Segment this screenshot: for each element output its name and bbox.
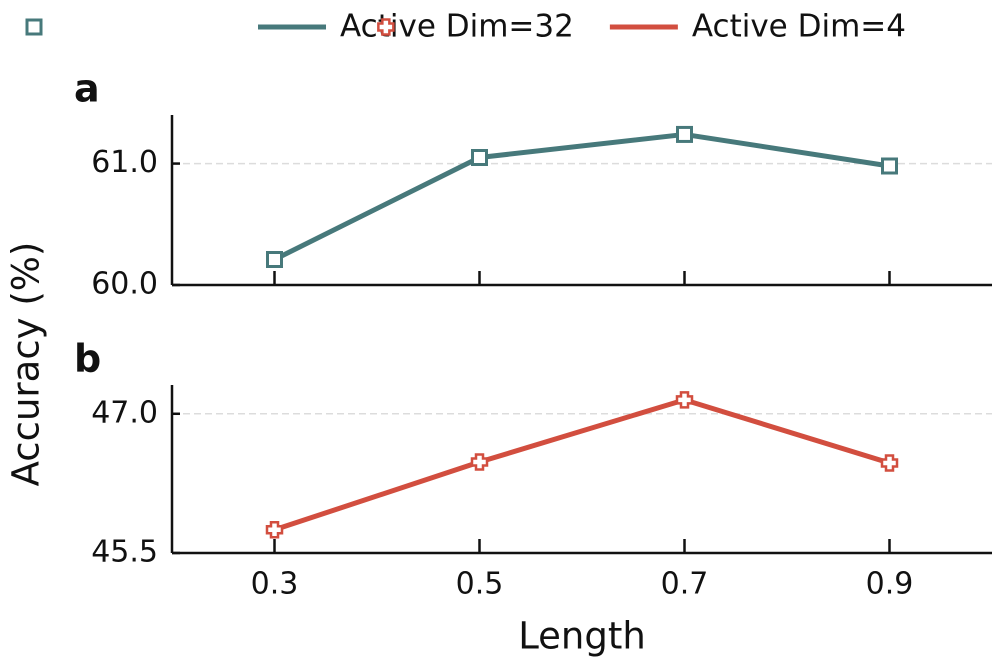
marker <box>471 149 488 166</box>
marker <box>880 454 899 472</box>
legend-label: Active Dim=32 <box>340 9 574 45</box>
legend-label: Active Dim=4 <box>692 9 906 45</box>
marker <box>265 521 284 539</box>
marker <box>266 251 283 268</box>
marker <box>470 453 489 471</box>
y-tick-label: 61.0 <box>91 145 158 180</box>
panel-label: b <box>74 337 101 381</box>
x-tick-label: 0.5 <box>456 567 504 602</box>
y-tick-label: 45.5 <box>91 535 158 570</box>
series-line <box>273 131 890 262</box>
marker <box>675 391 694 409</box>
marker <box>25 18 43 36</box>
x-axis-label: Length <box>518 615 646 658</box>
y-tick-label: 47.0 <box>91 395 158 430</box>
series-line <box>273 397 891 533</box>
x-tick-label: 0.9 <box>866 567 914 602</box>
x-tick-label: 0.7 <box>661 567 709 602</box>
marker <box>676 125 693 143</box>
legend: Active Dim=32 Active Dim=4 <box>258 9 906 45</box>
marker <box>881 157 898 175</box>
y-tick-label: 60.0 <box>91 267 158 302</box>
panel-label: a <box>74 67 100 111</box>
marker <box>377 18 395 36</box>
y-axis-label: Accuracy (%) <box>5 242 48 487</box>
x-tick-label: 0.3 <box>251 567 299 602</box>
